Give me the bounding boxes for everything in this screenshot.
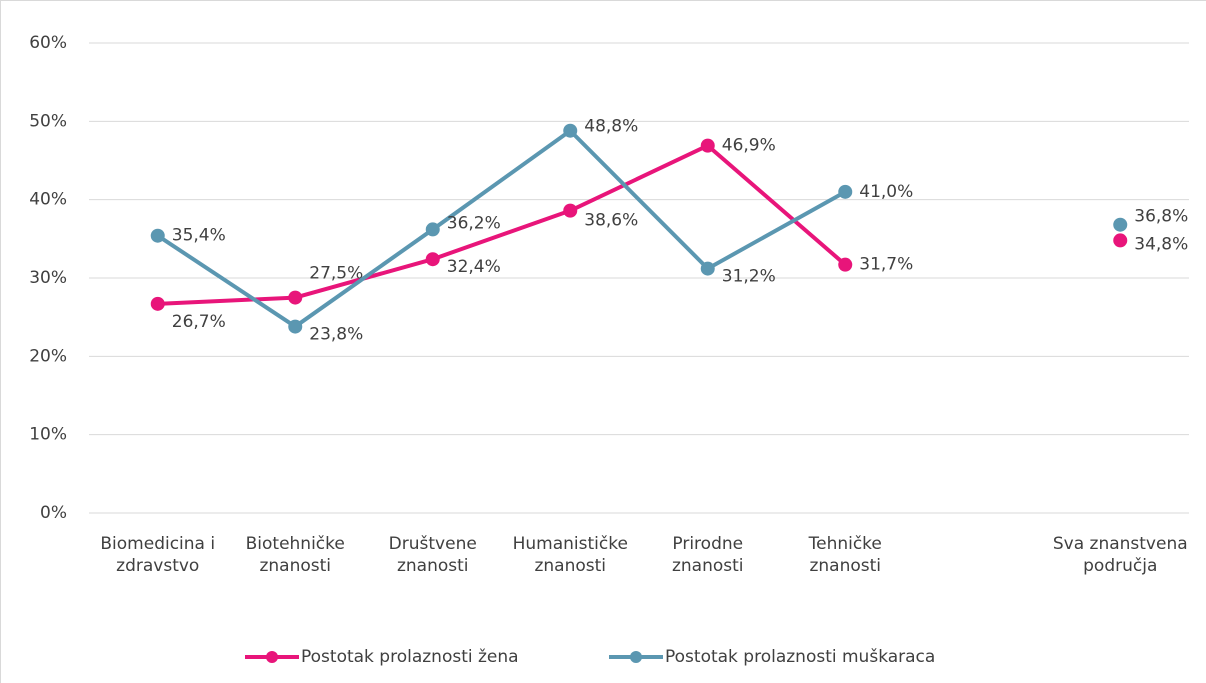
x-tick-label: Biomedicina i zdravstvo: [100, 534, 216, 576]
x-tick-label: Sva znanstvena područja: [1052, 534, 1188, 576]
marker: [1113, 233, 1128, 248]
y-tick-label: 50%: [29, 111, 67, 131]
data-label: 48,8%: [584, 117, 638, 137]
marker: [288, 319, 303, 334]
marker: [700, 138, 715, 153]
marker: [425, 222, 440, 237]
y-tick-label: 10%: [29, 425, 67, 445]
x-tick-label: Prirodne znanosti: [671, 534, 744, 576]
marker: [425, 252, 440, 267]
marker: [150, 296, 165, 311]
marker: [838, 257, 853, 272]
x-tick-label: Tehničke znanosti: [808, 534, 882, 576]
data-label: 41,0%: [859, 182, 913, 202]
y-tick-label: 0%: [40, 503, 67, 523]
data-label: 27,5%: [309, 264, 363, 284]
x-tick-label: Društvene znanosti: [388, 534, 477, 576]
series-line: [157, 143, 847, 306]
data-label: 36,8%: [1134, 207, 1188, 227]
y-tick-label: 40%: [29, 190, 67, 210]
marker: [1113, 217, 1128, 232]
marker: [700, 261, 715, 276]
data-label: 38,6%: [584, 211, 638, 231]
marker: [563, 203, 578, 218]
data-label: 26,7%: [172, 312, 226, 332]
legend-label: Postotak prolaznosti žena: [301, 647, 519, 667]
y-tick-label: 30%: [29, 268, 67, 288]
legend-label: Postotak prolaznosti muškaraca: [665, 647, 935, 667]
data-label: 32,4%: [447, 257, 501, 277]
data-label: 34,8%: [1134, 234, 1188, 254]
marker: [288, 290, 303, 305]
y-tick-label: 60%: [29, 33, 67, 53]
legend-marker: [266, 651, 278, 663]
marker: [838, 184, 853, 199]
data-label: 23,8%: [309, 325, 363, 345]
marker: [150, 228, 165, 243]
data-label: 31,7%: [859, 255, 913, 275]
data-label: 36,2%: [447, 213, 501, 233]
y-tick-label: 20%: [29, 346, 67, 366]
x-tick-label: Biotehničke znanosti: [245, 534, 345, 576]
data-label: 46,9%: [722, 136, 776, 156]
x-tick-label: Humanističke znanosti: [512, 534, 628, 576]
data-label: 35,4%: [172, 226, 226, 246]
data-label: 31,2%: [722, 267, 776, 287]
marker: [563, 123, 578, 138]
series-line: [156, 128, 847, 329]
legend-marker: [630, 651, 642, 663]
